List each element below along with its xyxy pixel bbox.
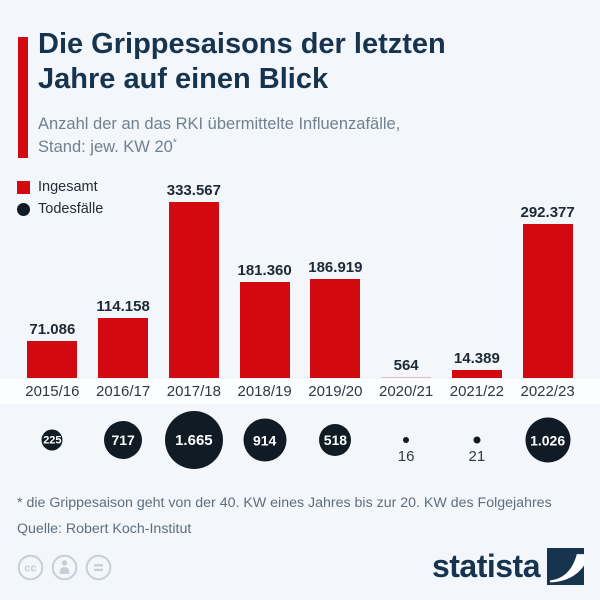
season-label: 2018/19 (237, 383, 292, 400)
chart-column: 14.389 2021/22 21 21 (442, 180, 513, 480)
source: Quelle: Robert Koch-Institut (17, 521, 192, 538)
bar-value-label: 71.086 (29, 320, 76, 338)
total-swatch-icon (17, 180, 30, 194)
total-bar (239, 282, 290, 378)
deaths-value-label: 914 (252, 432, 277, 448)
cc-icon[interactable]: cc (17, 554, 44, 581)
cc-equal-icon[interactable] (85, 554, 112, 581)
bar-value-label: 181.360 (237, 262, 292, 280)
total-bar (522, 223, 573, 378)
deaths-value-label: 225 (43, 434, 62, 446)
subtitle-line-2: Stand: jew. KW 20* (38, 137, 177, 157)
total-bar (381, 376, 432, 378)
footnote-marker: * (172, 137, 177, 149)
chart-column: 114.158 2016/17 717 717 (88, 180, 159, 480)
title-accent-bar (18, 37, 28, 158)
svg-text:cc: cc (24, 563, 36, 575)
chart-column: 186.919 2019/20 518 518 (300, 180, 371, 480)
deaths-value-label: 1.026 (530, 432, 566, 448)
deaths-value-label-below: 21 (468, 448, 486, 465)
legend-item-deaths: Todesfälle (17, 198, 103, 220)
deaths-value-label: 1.665 (175, 431, 213, 449)
legend-total-label: Ingesamt (38, 179, 98, 195)
statista-logo[interactable]: statista (432, 548, 584, 585)
chart-column: 181.360 2018/19 914 914 (229, 180, 300, 480)
chart-column: 333.567 2017/18 1.665 1.665 (159, 180, 230, 480)
axis-label-band (0, 379, 600, 404)
deaths-circle: 1.665 (164, 411, 223, 469)
cc-attribution-icon[interactable] (51, 554, 78, 581)
page-title: Die Grippesaisons der letzten Jahre auf … (38, 27, 446, 98)
deaths-swatch-icon (17, 202, 30, 216)
season-label: 2015/16 (25, 383, 80, 400)
deaths-value-label: 518 (323, 432, 348, 448)
bar-value-label: 564 (393, 356, 419, 374)
deaths-circle: 16 (403, 437, 410, 443)
total-bar (27, 340, 78, 378)
branding-row: cc statista (0, 548, 600, 592)
deaths-circle: 914 (243, 418, 287, 462)
statista-logo-mark-icon (547, 548, 584, 585)
legend: Ingesamt Todesfälle (17, 176, 103, 220)
deaths-value-label: 717 (111, 432, 135, 448)
bar-value-label: 186.919 (308, 259, 363, 277)
title-line-1: Die Grippesaisons der letzten (38, 28, 446, 60)
total-bar (451, 370, 502, 378)
deaths-circle: 21 (473, 436, 481, 444)
legend-item-total: Ingesamt (17, 176, 103, 198)
bar-value-label: 333.567 (166, 182, 221, 199)
footer-notes: * die Grippesaison geht von der 40. KW e… (17, 490, 552, 543)
subtitle: Anzahl der an das RKI übermittelte Influ… (38, 113, 400, 159)
deaths-circle: 518 (319, 424, 352, 456)
season-label: 2020/21 (379, 383, 434, 400)
legend-deaths-label: Todesfälle (38, 201, 104, 217)
deaths-circle: 225 (41, 429, 63, 451)
cc-license: cc (17, 554, 112, 581)
season-label: 2019/20 (308, 383, 363, 400)
subtitle-line-1: Anzahl der an das RKI übermittelte Influ… (38, 115, 401, 133)
title-line-2: Jahre auf einen Blick (38, 63, 329, 96)
bar-value-label: 14.389 (453, 350, 500, 368)
deaths-circle: 717 (104, 421, 143, 459)
bar-value-label: 114.158 (96, 297, 150, 315)
chart-column: 564 2020/21 16 16 (371, 180, 442, 480)
season-label: 2016/17 (96, 383, 151, 400)
season-label: 2017/18 (166, 383, 221, 400)
season-label: 2021/22 (449, 383, 504, 400)
season-label: 2022/23 (520, 383, 575, 400)
total-bar (168, 202, 219, 378)
chart-column: 71.086 2015/16 225 225 (17, 180, 88, 480)
total-bar (310, 279, 361, 378)
deaths-circle: 1.026 (525, 417, 571, 463)
deaths-value-label-below: 16 (397, 448, 415, 465)
chart-column: 292.377 2022/23 1.026 1.026 (512, 180, 583, 480)
bar-chart: 71.086 2015/16 225 225 114.158 2016/17 7… (17, 180, 583, 480)
footnote: * die Grippesaison geht von der 40. KW e… (17, 495, 552, 511)
statista-wordmark: statista (431, 548, 541, 584)
bar-value-label: 292.377 (520, 203, 575, 221)
total-bar (98, 317, 149, 378)
